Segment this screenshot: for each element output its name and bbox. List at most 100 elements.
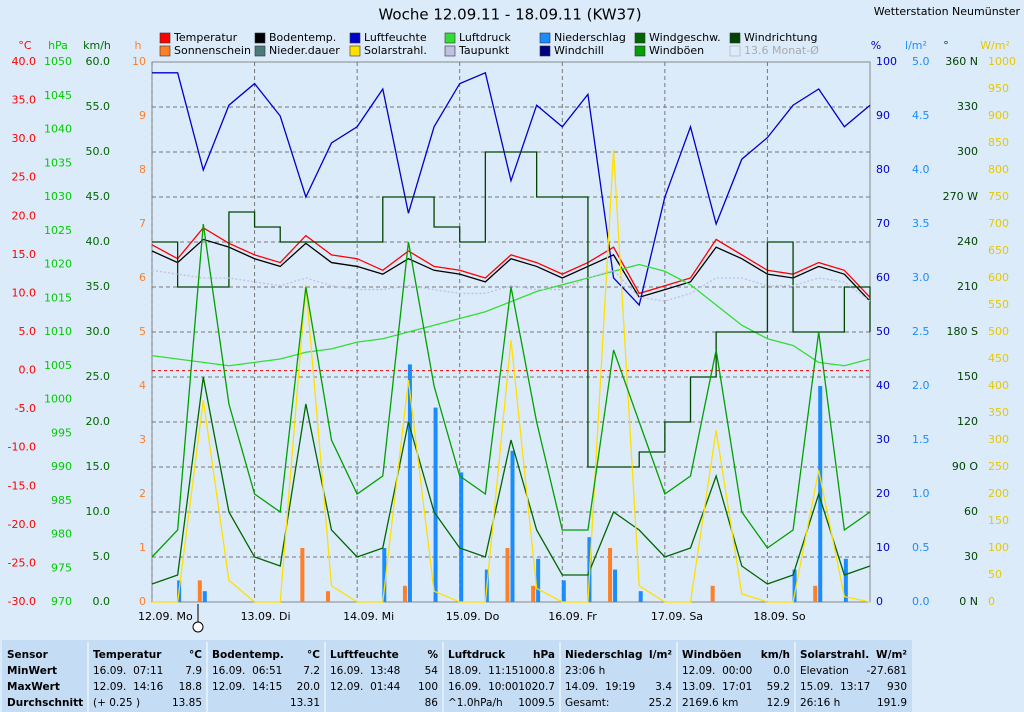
y-tick-label: 5.0: [93, 550, 111, 563]
x-tick-label: 17.09. Sa: [651, 610, 703, 623]
legend-swatch: [444, 32, 456, 44]
axis-unit: l/m²: [905, 39, 927, 52]
y-tick-label: 200: [988, 487, 1009, 500]
bar: [407, 364, 412, 602]
y-tick-label: 700: [988, 217, 1009, 230]
cursor-knob[interactable]: [192, 621, 204, 633]
y-tick-label: 990: [51, 460, 72, 473]
column-title: Luftdruck: [448, 649, 506, 661]
y-tick-label: 4.0: [912, 163, 930, 176]
y-tick-label: 40.0: [12, 55, 37, 68]
y-tick-label: 1.5: [912, 433, 930, 446]
y-tick-label: 80: [876, 163, 890, 176]
cell-right: 86: [425, 697, 439, 709]
y-tick-label: 55.0: [86, 100, 111, 113]
cell-right: 7.9: [185, 665, 202, 677]
legend-label: Windrichtung: [744, 31, 817, 44]
y-tick-label: 1045: [44, 89, 72, 102]
legend-label: Luftdruck: [459, 31, 511, 44]
y-tick-label: 180 S: [947, 325, 978, 338]
y-tick-label: 330: [957, 100, 978, 113]
bar: [326, 591, 330, 602]
y-tick-label: 450: [988, 352, 1009, 365]
bar: [843, 558, 848, 602]
column-title: Luftfeuchte: [330, 649, 399, 661]
y-tick-label: 950: [988, 82, 1009, 95]
y-tick-label: 900: [988, 109, 1009, 122]
y-tick-label: 1.0: [912, 487, 930, 500]
series-line: [151, 269, 871, 302]
bar: [510, 450, 515, 602]
cell-left: MaxWert: [7, 681, 60, 693]
column-unit: km/h: [761, 649, 790, 661]
legend-label: Taupunkt: [458, 44, 510, 57]
axis-unit: °C: [18, 39, 32, 52]
y-tick-label: 60: [964, 505, 978, 518]
cell-right: 7.2: [303, 665, 320, 677]
cell-left: (+ 0.25 ): [93, 697, 140, 709]
series-line: [151, 238, 871, 302]
y-tick-label: 150: [957, 370, 978, 383]
cell-left: 15.09. 13:17: [800, 681, 870, 693]
cell-left: 26:16 h: [800, 697, 840, 709]
y-tick-label: 750: [988, 190, 1009, 203]
cell-left: ^1.0hPa/h: [448, 697, 503, 709]
cell-left: 12.09. 14:16: [93, 681, 164, 693]
y-tick-label: 60.0: [86, 55, 111, 68]
cell-left: Elevation: [800, 665, 849, 677]
y-tick-label: 250: [988, 460, 1009, 473]
legend-label: Windgeschw.: [649, 31, 721, 44]
legend-label: Temperatur: [173, 31, 238, 44]
bar: [382, 548, 387, 602]
chart-title: Woche 12.09.11 - 18.09.11 (KW37): [378, 6, 641, 24]
bar: [433, 407, 438, 602]
series-line: [152, 151, 871, 468]
bar: [613, 569, 618, 602]
axis-unit: %: [871, 39, 881, 52]
y-tick-label: 1040: [44, 123, 72, 136]
series-line: [151, 223, 871, 558]
x-tick-label: 13.09. Di: [241, 610, 291, 623]
bar: [459, 472, 464, 602]
bar: [818, 386, 823, 602]
cell-left: 16.09. 13:48: [330, 665, 400, 677]
y-tick-label: 40.0: [86, 235, 111, 248]
cell-left: MinWert: [7, 665, 57, 677]
y-tick-label: 150: [988, 514, 1009, 527]
legend-label: Sonnenschein: [174, 44, 251, 57]
legend-swatch: [729, 45, 741, 57]
bar: [402, 585, 407, 602]
legend-swatch: [349, 32, 361, 44]
legend-swatch: [349, 45, 361, 57]
series-line: [152, 71, 871, 307]
y-tick-label: 0.0: [912, 595, 930, 608]
y-tick-label: 100: [988, 541, 1009, 554]
series-line: [151, 376, 871, 585]
x-tick-label: 16.09. Fr: [548, 610, 597, 623]
axis-unit: km/h: [83, 39, 111, 52]
x-tick-label: 14.09. Mi: [343, 610, 394, 623]
y-tick-label: 4.5: [912, 109, 930, 122]
y-tick-label: 45.0: [86, 190, 111, 203]
column-title: Windböen: [682, 649, 742, 661]
y-tick-label: 2: [139, 487, 146, 500]
y-tick-label: 8: [139, 163, 146, 176]
y-tick-label: 20: [876, 487, 890, 500]
y-tick-label: 2.0: [912, 379, 930, 392]
cell-left: 13.09. 17:01: [682, 681, 752, 693]
cell-left: 2169.6 km: [682, 697, 738, 709]
bar: [531, 585, 536, 602]
legend-swatch: [254, 45, 266, 57]
y-tick-label: 210: [957, 280, 978, 293]
legend-label: Luftfeuchte: [364, 31, 427, 44]
y-tick-label: 0: [139, 595, 146, 608]
y-tick-label: -5.0: [15, 402, 36, 415]
y-tick-label: 970: [51, 595, 72, 608]
y-tick-label: 3.5: [912, 217, 930, 230]
y-tick-label: 1035: [44, 156, 72, 169]
y-tick-label: 20.0: [86, 415, 111, 428]
cell-left: 18.09. 11:15: [448, 665, 518, 677]
bar: [792, 569, 797, 602]
y-tick-label: 350: [988, 406, 1009, 419]
y-tick-label: 1050: [44, 55, 72, 68]
